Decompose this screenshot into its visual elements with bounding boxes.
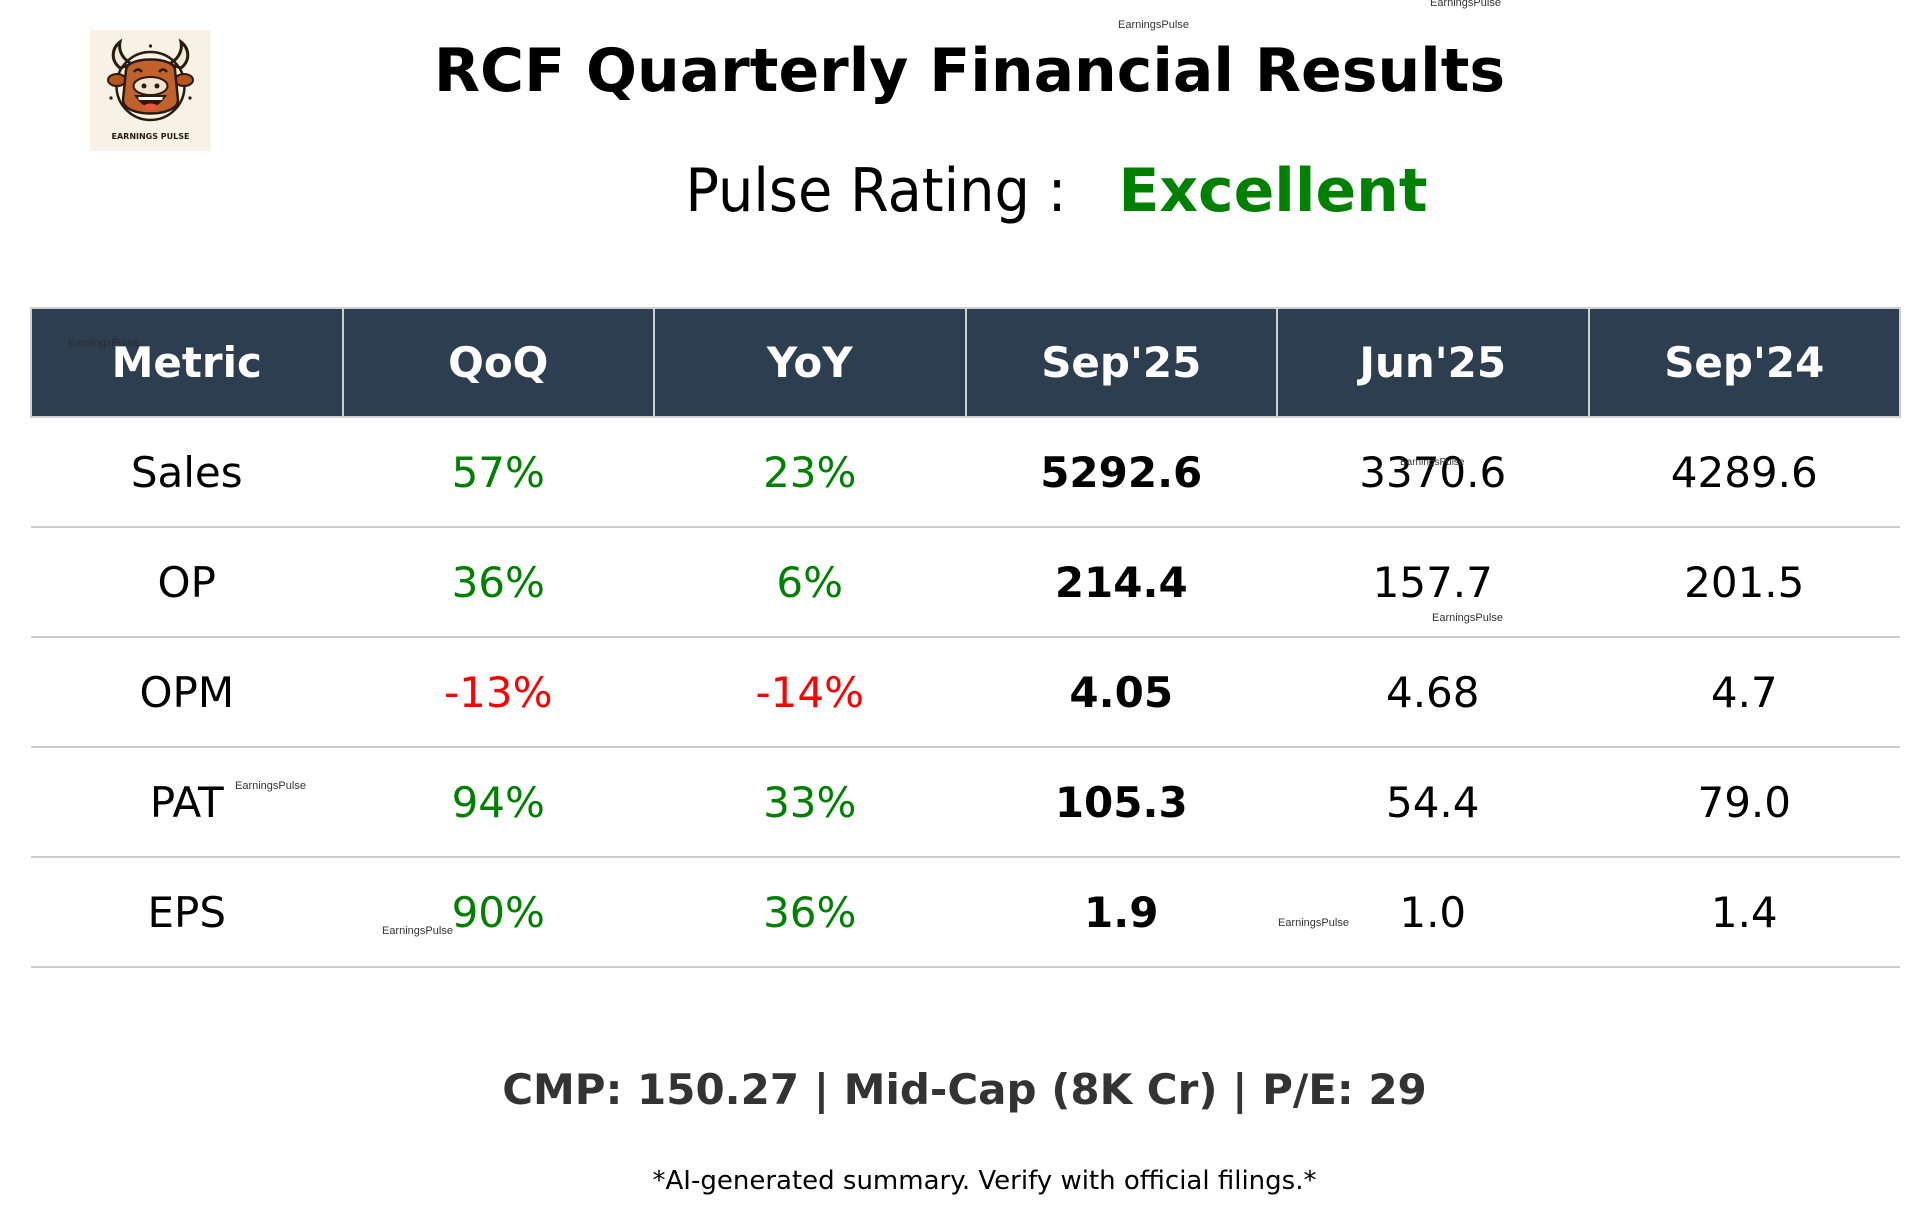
jun25-cell: 1.0: [1277, 857, 1589, 968]
jun25-cell: 3370.6: [1277, 417, 1589, 528]
sep25-cell: 4.05: [965, 637, 1277, 748]
disclaimer: *AI-generated summary. Verify with offic…: [652, 1166, 1317, 1196]
table-row: EPS 90% 36% 1.9 1.0 1.4: [31, 857, 1900, 968]
sep24-cell: 4289.6: [1588, 417, 1900, 528]
watermark: EarningsPulse: [68, 337, 139, 349]
qoq-cell: 94%: [342, 747, 654, 858]
sep24-cell: 201.5: [1588, 527, 1900, 638]
table-row: OP 36% 6% 214.4 157.7 201.5: [31, 527, 1900, 638]
watermark: EarningsPulse: [1400, 457, 1465, 468]
watermark: EarningsPulse: [1278, 917, 1349, 929]
column-header-yoy: YoY: [653, 307, 967, 418]
qoq-cell: -13%: [342, 637, 654, 748]
metric-cell: OPM: [31, 637, 343, 748]
sep24-cell: 4.7: [1588, 637, 1900, 748]
watermark: EarningsPulse: [382, 925, 453, 937]
column-header-qoq: QoQ: [341, 307, 655, 418]
column-header-metric: Metric: [30, 307, 344, 418]
table-header-row: Metric QoQ YoY Sep'25 Jun'25 Sep'24: [30, 307, 1901, 418]
yoy-cell: 6%: [654, 527, 966, 638]
sep24-cell: 79.0: [1588, 747, 1900, 858]
jun25-cell: 4.68: [1277, 637, 1589, 748]
metric-cell: EPS: [31, 857, 343, 968]
table-row: Sales 57% 23% 5292.6 3370.6 4289.6: [31, 417, 1900, 528]
sep25-cell: 105.3: [965, 747, 1277, 858]
metric-cell: Sales: [31, 417, 343, 528]
metric-cell: PAT: [31, 747, 343, 858]
jun25-cell: 157.7: [1277, 527, 1589, 638]
sep25-cell: 5292.6: [965, 417, 1277, 528]
yoy-cell: 33%: [654, 747, 966, 858]
page-title: RCF Quarterly Financial Results: [433, 36, 1506, 106]
metric-cell: OP: [31, 527, 343, 638]
pulse-rating: Pulse Rating : Excellent: [0, 156, 1919, 226]
jun25-cell: 54.4: [1277, 747, 1589, 858]
market-stats: CMP: 150.27 | Mid-Cap (8K Cr) | P/E: 29: [502, 1065, 1427, 1114]
watermark: EarningsPulse: [1118, 19, 1189, 31]
column-header-jun25: Jun'25: [1276, 307, 1590, 418]
watermark: EarningsPulse: [235, 780, 306, 792]
earnings-pulse-logo: EARNINGS PULSE: [90, 30, 211, 151]
yoy-cell: 36%: [654, 857, 966, 968]
table-row: PAT 94% 33% 105.3 54.4 79.0: [31, 747, 1900, 858]
financial-results-table: Metric QoQ YoY Sep'25 Jun'25 Sep'24 Sale…: [30, 307, 1901, 968]
column-header-sep25: Sep'25: [964, 307, 1278, 418]
yoy-cell: 23%: [654, 417, 966, 528]
watermark: EarningsPulse: [1430, 0, 1501, 9]
qoq-cell: 36%: [342, 527, 654, 638]
qoq-cell: 57%: [342, 417, 654, 528]
watermark: EarningsPulse: [1432, 612, 1503, 624]
sep24-cell: 1.4: [1588, 857, 1900, 968]
bull-mascot-icon: EARNINGS PULSE: [90, 30, 211, 151]
qoq-cell: 90%: [342, 857, 654, 968]
sep25-cell: 214.4: [965, 527, 1277, 638]
sep25-cell: 1.9: [965, 857, 1277, 968]
svg-text:EARNINGS PULSE: EARNINGS PULSE: [112, 132, 190, 141]
pulse-rating-label: Pulse Rating :: [685, 156, 1067, 226]
column-header-sep24: Sep'24: [1587, 307, 1901, 418]
yoy-cell: -14%: [654, 637, 966, 748]
pulse-rating-value: Excellent: [1118, 156, 1428, 226]
table-row: OPM -13% -14% 4.05 4.68 4.7: [31, 637, 1900, 748]
